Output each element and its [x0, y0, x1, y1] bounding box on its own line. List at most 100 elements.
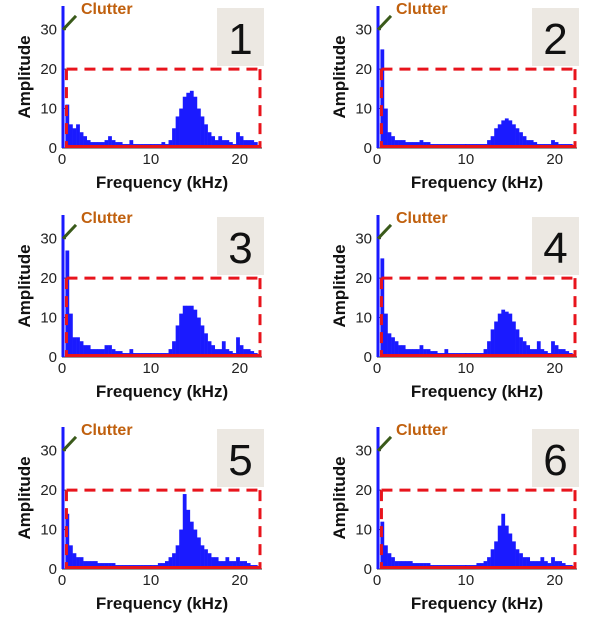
spectrum-bar — [225, 557, 230, 569]
y-tick-label: 30 — [40, 443, 57, 460]
y-tick-label: 10 — [40, 101, 57, 118]
spectrum-bar — [104, 345, 109, 357]
spectrum-bar — [239, 561, 244, 569]
y-tick-label: 10 — [355, 101, 372, 118]
clutter-label: Clutter — [396, 422, 448, 439]
panel-number-box — [532, 429, 579, 487]
x-tick-label: 0 — [373, 360, 381, 377]
spectrum-bar — [515, 329, 520, 357]
spectrum-bar — [164, 561, 169, 569]
spectrum-bar — [380, 258, 385, 357]
y-axis-title: Amplitude — [15, 35, 34, 118]
spectrum-bar — [221, 561, 226, 569]
spectrum-bar — [182, 96, 187, 148]
spectrum-panel-5: 5 0 10 20 0 10 20 30 Clutter Frequency (kHz) Ampli… — [15, 422, 264, 613]
spectrum-bar — [408, 561, 413, 569]
spectrum-bar — [554, 561, 559, 569]
spectrum-bar — [405, 561, 410, 569]
spectrum-bar — [232, 561, 237, 569]
spectrum-bar — [214, 349, 219, 357]
spectrum-bar — [196, 108, 201, 148]
spectrum-bar — [554, 345, 559, 357]
spectrum-bar — [558, 349, 563, 357]
spectrum-bar — [387, 132, 392, 148]
clutter-pointer — [376, 223, 393, 240]
spectrum-bar — [497, 525, 502, 569]
x-tick-label: 0 — [58, 151, 66, 168]
spectrum-bar — [79, 132, 84, 148]
spectrum-bar — [558, 561, 563, 569]
y-tick-label: 10 — [40, 310, 57, 327]
x-tick-label: 10 — [458, 572, 475, 589]
clutter-label: Clutter — [396, 1, 448, 18]
x-tick-label: 20 — [231, 360, 248, 377]
y-tick-label: 20 — [40, 482, 57, 499]
y-tick-label: 30 — [40, 22, 57, 39]
spectrum-bar — [250, 140, 255, 148]
spectrum-bar — [519, 337, 523, 357]
x-tick-label: 10 — [143, 572, 160, 589]
spectrum-bar — [214, 140, 219, 148]
clutter-pointer — [61, 223, 78, 240]
spectrum-bar — [415, 349, 420, 357]
panel-number: 5 — [228, 436, 252, 485]
spectrum-bar — [494, 128, 499, 148]
spectrum-bar — [394, 140, 399, 148]
spectrum-bar — [490, 549, 495, 569]
spectrum-bar — [79, 341, 84, 357]
y-tick-label: 0 — [49, 561, 57, 578]
spectrum-bar — [200, 325, 205, 357]
y-tick-label: 0 — [364, 561, 372, 578]
spectrum-bar — [168, 140, 173, 148]
x-axis-title: Frequency (kHz) — [96, 173, 228, 192]
spectrum-bar — [243, 349, 248, 357]
clutter-pointer — [376, 435, 393, 452]
spectrum-bar — [487, 557, 491, 569]
spectrum-bar — [211, 345, 216, 357]
spectrum-bar — [401, 345, 406, 357]
spectrum-bar — [179, 108, 184, 148]
spectrum-bar — [182, 494, 187, 569]
y-axis-title: Amplitude — [15, 456, 34, 539]
spectrum-bar — [179, 313, 184, 357]
spectrum-bar — [175, 545, 180, 569]
spectrum-bar — [405, 349, 410, 357]
spectrum-bar — [543, 561, 548, 569]
spectrum-bar — [218, 349, 223, 357]
y-tick-label: 30 — [355, 443, 372, 460]
panel-number: 3 — [228, 224, 252, 273]
spectrum-bar — [207, 553, 212, 569]
spectrum-bar — [186, 92, 191, 148]
spectrum-bar — [501, 120, 506, 148]
spectrum-bar — [383, 313, 388, 357]
y-tick-label: 30 — [355, 22, 372, 39]
spectrum-panel-4: 4 0 10 20 0 10 20 30 Clutter Frequency (kHz) Ampli… — [330, 210, 579, 401]
spectrum-bar — [408, 349, 413, 357]
spectrum-bar — [401, 561, 406, 569]
spectrum-bar — [236, 337, 240, 357]
spectrum-bar — [511, 124, 516, 148]
spectrum-bar — [214, 557, 219, 569]
spectrum-bar — [72, 553, 77, 569]
x-tick-label: 0 — [58, 572, 66, 589]
spectrum-bar — [182, 305, 187, 357]
y-tick-label: 10 — [355, 310, 372, 327]
panel-number-box — [532, 8, 579, 66]
spectrum-bar — [391, 337, 395, 357]
spectrum-bar — [211, 557, 216, 569]
y-tick-label: 0 — [364, 140, 372, 157]
spectrum-bar — [72, 337, 77, 357]
x-tick-label: 0 — [373, 151, 381, 168]
spectrum-bar — [225, 140, 230, 148]
spectrum-bar — [483, 561, 488, 569]
spectrum-bar — [90, 561, 95, 569]
spectrum-bar — [533, 561, 538, 569]
spectrum-bar — [186, 305, 191, 357]
spectrum-bar — [522, 136, 527, 148]
spectrum-bar — [225, 349, 230, 357]
spectrum-bar — [526, 557, 531, 569]
spectrum-bar — [179, 529, 184, 569]
y-tick-label: 20 — [40, 270, 57, 287]
spectrum-bar — [79, 557, 84, 569]
